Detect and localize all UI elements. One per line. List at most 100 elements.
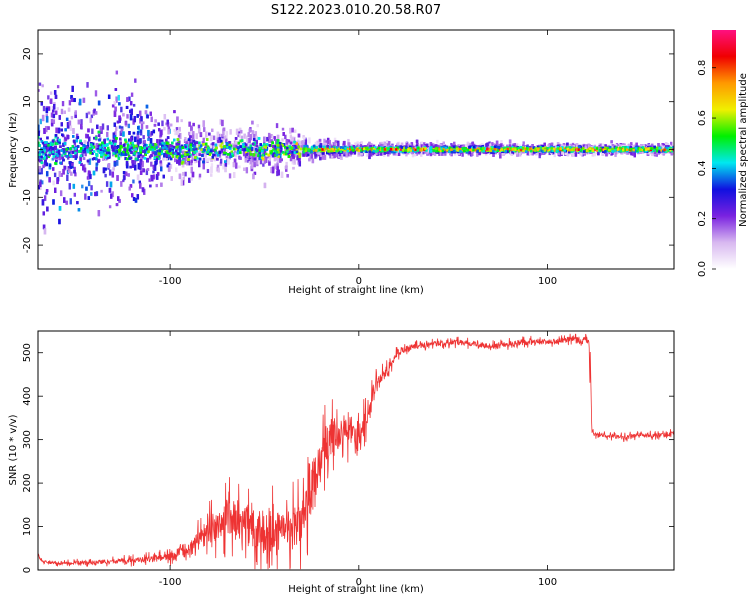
spectrogram-cell (41, 199, 45, 206)
spectrogram-cell (240, 135, 244, 141)
spectrogram-cell (647, 150, 650, 155)
spectrogram-cell (321, 155, 324, 160)
spectrogram-cell (212, 135, 216, 141)
spectrogram-cell (208, 157, 211, 161)
spectrogram-cell (347, 150, 350, 157)
spectrogram-cell (464, 143, 468, 150)
spectrogram-cell (271, 142, 275, 147)
spectrogram-cell (136, 139, 140, 146)
spectrogram-cell (168, 144, 172, 149)
spectrogram-cell (126, 163, 129, 169)
spectrogram-cell (113, 161, 117, 167)
spectrogram-cell (234, 162, 238, 169)
spectrogram-cell (222, 127, 226, 132)
spectrogram-cell (145, 169, 149, 176)
spectrogram-cell (38, 124, 40, 131)
spectrogram-cell (87, 196, 91, 200)
spectrogram-cell (670, 149, 673, 156)
spectrogram-cell (226, 159, 229, 163)
spectrogram-cell (229, 129, 232, 135)
spectrogram-cell (180, 179, 184, 186)
spectrogram-cell (56, 107, 59, 111)
spectrogram-cell (323, 138, 326, 146)
spectrogram-cell (132, 103, 136, 107)
spectrogram-cell (131, 163, 135, 168)
spectrogram-cell (246, 138, 249, 143)
spectrogram-cell (190, 138, 194, 145)
spectrogram-cell (263, 182, 267, 189)
spectrogram-cell (68, 100, 72, 106)
spectrogram-cell (150, 131, 154, 136)
spectrogram-cell (158, 128, 161, 132)
spectrogram-cell (129, 165, 132, 169)
spectrogram-cell (45, 189, 49, 193)
spectrogram-cell (161, 120, 164, 127)
spectrogram-cell (266, 136, 269, 142)
spectrogram-cell (45, 171, 49, 177)
spectrogram-cell (268, 153, 272, 159)
spectrogram-cell (100, 189, 103, 193)
spectrogram-cell (165, 157, 168, 161)
spectrogram-cell (267, 132, 271, 137)
spectrogram-cell (232, 161, 236, 168)
spectrogram-cell (94, 191, 97, 197)
spectrogram-cell (175, 127, 179, 133)
spectrogram-cell (127, 123, 131, 129)
spectrogram-cell (149, 184, 152, 188)
spectrogram-cell (614, 150, 618, 155)
spectrogram-cell (279, 156, 282, 163)
spectrogram-cell (133, 149, 136, 154)
spectrogram-cell (350, 149, 353, 155)
spectrogram-cell (397, 150, 401, 156)
spectrogram-cell (143, 188, 146, 195)
spectrogram-cell (358, 150, 362, 155)
spectrogram-cell (195, 152, 198, 157)
spectrogram-cell (485, 143, 488, 150)
spectrogram-cell (251, 130, 255, 137)
spectrogram-cell (495, 140, 499, 146)
spectrogram-cell (147, 138, 150, 141)
spectrogram-cell (167, 129, 170, 135)
spectrogram-cell (155, 183, 158, 188)
spectrogram-cell (105, 181, 109, 187)
spectrogram-cell (136, 135, 140, 140)
spectrogram-cell (269, 145, 273, 150)
spectrogram-cell (308, 155, 312, 159)
spectrogram-cell (466, 141, 470, 146)
spectrogram-cell (75, 133, 79, 139)
spectrogram-cell (128, 131, 131, 135)
spectrogram-cell (275, 139, 278, 145)
spectrogram-cell (175, 167, 178, 173)
spectrogram-cell (188, 177, 191, 183)
spectrogram-cell (248, 128, 252, 133)
spectrogram-cell (95, 167, 98, 172)
spectrogram-cell (53, 104, 56, 110)
spectrogram-cell (86, 141, 90, 146)
spectrogram-cell (246, 159, 249, 163)
spectrogram-cell (154, 160, 157, 166)
spectrogram-cell (131, 193, 134, 198)
spectrogram-cell (291, 127, 294, 133)
spectrogram-cell (101, 123, 105, 130)
spectrogram-cell (575, 143, 579, 148)
spectrogram-cell (60, 128, 63, 132)
spectrogram-cell (410, 142, 414, 149)
spectrogram-cell (190, 166, 194, 174)
spectrogram-cell (198, 160, 201, 168)
spectrogram-cell (415, 139, 419, 144)
spectrogram-cell (438, 145, 441, 149)
spectrogram-cell (45, 162, 49, 167)
spectrogram-cell (648, 144, 651, 148)
spectrogram-cell (58, 206, 62, 211)
spectrogram-cell (114, 106, 117, 112)
spectrogram-cell (228, 141, 231, 146)
spectrogram-cell (293, 141, 296, 146)
spectrogram-cell (375, 150, 378, 156)
spectrogram-cell (255, 154, 259, 160)
spectrogram-cell (126, 114, 129, 119)
spectrogram-cell (253, 171, 257, 175)
spectrogram-cell (88, 136, 91, 142)
spectrogram-cell (70, 171, 73, 176)
spectrogram-cell (238, 133, 241, 138)
